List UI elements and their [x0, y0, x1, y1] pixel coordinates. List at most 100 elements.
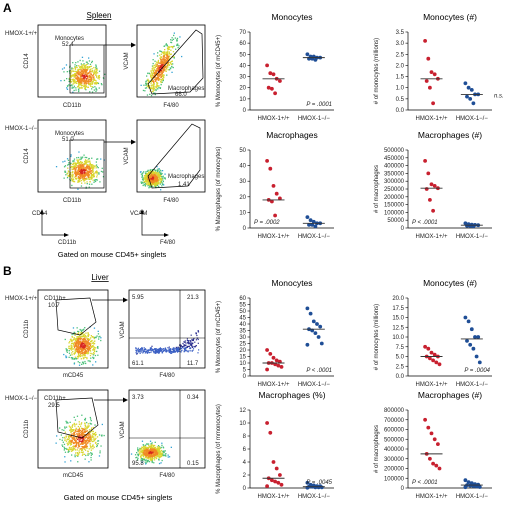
- event-dot: [69, 421, 71, 423]
- event-dot: [152, 449, 154, 451]
- event-dot: [73, 89, 75, 92]
- event-dot: [159, 447, 161, 450]
- event-dot: [92, 364, 94, 366]
- event-dot: [159, 451, 161, 454]
- event-dot: [74, 75, 76, 77]
- event-dot: [90, 459, 92, 461]
- event-dot: [165, 350, 167, 352]
- event-dot: [83, 333, 85, 335]
- data-point: [266, 85, 271, 90]
- event-dot: [160, 50, 162, 52]
- data-point: [268, 430, 273, 435]
- y-tick-label: 50000: [387, 218, 404, 224]
- event-dot: [81, 349, 83, 351]
- event-dot: [82, 335, 85, 337]
- event-dot: [79, 164, 81, 166]
- event-dot: [139, 452, 141, 454]
- event-dot: [140, 451, 142, 454]
- event-dot: [61, 444, 63, 446]
- event-dot: [93, 175, 95, 178]
- event-dot: [96, 350, 98, 353]
- event-dot: [153, 176, 155, 178]
- y-tick-label: 17.5: [392, 306, 404, 312]
- event-dot: [151, 461, 153, 464]
- event-dot: [157, 178, 159, 181]
- event-dot: [152, 59, 154, 61]
- event-dot: [149, 453, 152, 455]
- event-dot: [80, 164, 82, 166]
- event-dot: [156, 81, 158, 84]
- event-dot: [98, 172, 100, 174]
- event-dot: [149, 455, 151, 457]
- event-dot: [137, 457, 139, 459]
- event-dot: [156, 350, 158, 352]
- event-dot: [93, 342, 96, 345]
- y-tick-label: 20: [239, 195, 246, 201]
- y-tick-label: 2.5: [396, 52, 405, 58]
- event-dot: [81, 157, 83, 159]
- event-dot: [80, 69, 83, 71]
- event-dot: [160, 349, 162, 351]
- event-dot: [82, 169, 85, 171]
- event-dot: [146, 454, 148, 456]
- event-dot: [146, 183, 148, 185]
- event-dot: [70, 80, 72, 83]
- event-dot: [77, 86, 80, 88]
- event-dot: [171, 60, 173, 62]
- quadrant-ll: 61.1: [132, 361, 144, 367]
- event-dot: [70, 71, 73, 73]
- event-dot: [161, 176, 163, 178]
- event-dot: [71, 340, 73, 342]
- event-dot: [73, 337, 75, 339]
- event-dot: [82, 329, 84, 331]
- event-dot: [79, 78, 81, 80]
- event-dot: [162, 79, 164, 81]
- event-dot: [77, 361, 79, 363]
- event-dot: [98, 338, 100, 340]
- event-dot: [160, 66, 162, 69]
- event-dot: [83, 347, 85, 349]
- event-dot: [59, 438, 61, 441]
- event-dot: [97, 333, 100, 335]
- event-dot: [147, 72, 149, 75]
- data-point: [274, 191, 279, 196]
- event-dot: [96, 170, 98, 172]
- event-dot: [80, 431, 82, 434]
- event-dot: [172, 46, 174, 48]
- event-dot: [148, 182, 151, 184]
- event-dot: [156, 85, 159, 87]
- data-point: [315, 322, 319, 326]
- event-dot: [156, 172, 158, 174]
- y-tick-label: 200000: [384, 467, 405, 473]
- event-dot: [88, 453, 90, 455]
- chart-title: Macrophages: [266, 130, 318, 140]
- event-dot: [138, 351, 140, 353]
- event-dot: [94, 86, 96, 88]
- event-dot: [157, 179, 159, 181]
- data-point: [469, 327, 474, 332]
- event-dot: [165, 51, 167, 53]
- event-dot: [134, 454, 137, 456]
- event-dot: [144, 446, 146, 448]
- event-dot: [75, 430, 77, 432]
- event-dot: [73, 163, 75, 165]
- event-dot: [180, 344, 182, 346]
- event-dot: [156, 74, 158, 77]
- axis-label: mCD45: [63, 373, 84, 379]
- event-dot: [172, 63, 174, 65]
- event-dot: [160, 84, 162, 86]
- event-dot: [85, 341, 88, 343]
- event-dot: [67, 444, 69, 446]
- event-dot: [87, 68, 89, 70]
- event-dot: [78, 71, 81, 73]
- event-dot: [89, 181, 91, 183]
- event-dot: [85, 86, 87, 88]
- event-dot: [81, 432, 84, 434]
- event-dot: [86, 61, 88, 63]
- event-dot: [78, 174, 80, 176]
- event-dot: [156, 67, 158, 70]
- event-dot: [86, 74, 89, 76]
- event-dot: [184, 348, 186, 350]
- event-dot: [73, 168, 75, 170]
- event-dot: [82, 167, 84, 169]
